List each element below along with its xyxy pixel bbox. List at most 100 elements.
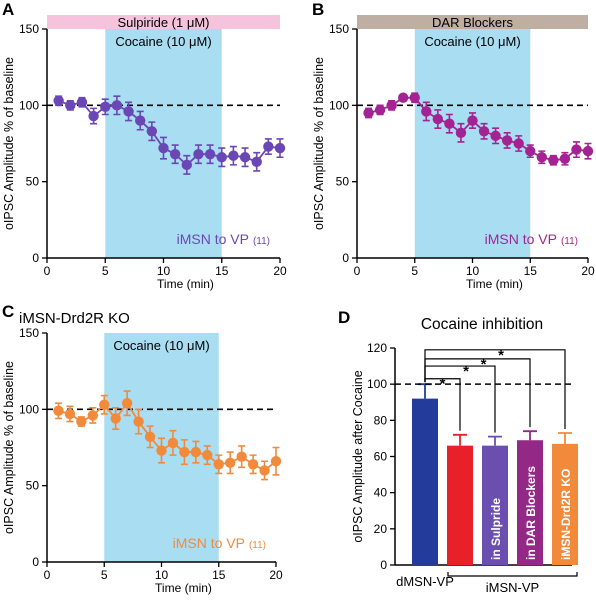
- bar: [412, 398, 438, 565]
- data-point: [181, 159, 192, 171]
- error-bar: [418, 383, 432, 399]
- data-point: [274, 142, 286, 154]
- legend-label: iMSN to VP (11): [173, 535, 266, 551]
- data-point: [374, 104, 386, 116]
- y-tick-label: 0: [32, 555, 39, 569]
- legend-n-text: (11): [249, 540, 266, 551]
- cocaine-label: Cocaine (10 μM): [113, 338, 209, 353]
- y-axis-label: oIPSC Amplitude % of baseline: [2, 57, 16, 230]
- data-point: [225, 457, 236, 468]
- cocaine-label: Cocaine (10 μM): [115, 34, 211, 49]
- y-tick-label: 50: [26, 479, 40, 493]
- x-axis-label: Time (min): [157, 277, 214, 291]
- data-point: [179, 446, 190, 458]
- data-point: [501, 135, 513, 146]
- data-point: [156, 445, 167, 456]
- data-point: [167, 437, 179, 449]
- data-point: [169, 148, 181, 160]
- data-point: [455, 127, 467, 139]
- data-point: [202, 449, 213, 461]
- data-point: [53, 405, 64, 417]
- data-point: [363, 107, 374, 119]
- bar-inner-label: in DAR Blockers: [524, 466, 538, 560]
- data-point: [100, 101, 111, 113]
- data-point: [536, 152, 547, 163]
- data-point: [216, 152, 227, 163]
- x-tick-label: 0: [354, 264, 361, 278]
- data-point: [263, 141, 274, 152]
- error-bar: [523, 430, 537, 441]
- bar: [552, 443, 578, 565]
- panel-c-chart: Cocaine (10 μM) iMSN-Drd2R KO 0 5 10 15 20 0 50 1…: [2, 310, 283, 595]
- data-point: [571, 144, 582, 155]
- data-point: [239, 152, 251, 163]
- data-point: [259, 465, 270, 476]
- data-point: [213, 459, 224, 470]
- data-point: [76, 416, 87, 427]
- treatment-label: Sulpiride (1 μM): [117, 15, 209, 30]
- x-tick-label: 5: [411, 264, 418, 278]
- chart-title: Cocaine inhibition: [421, 316, 543, 333]
- panel-letter-b: B: [312, 0, 324, 19]
- treatment-bar: [47, 15, 280, 29]
- significance-star: *: [481, 356, 487, 373]
- y-tick-label: 100: [19, 98, 39, 112]
- x-tick-label: 0: [44, 568, 51, 582]
- legend-label: iMSN to VP (11): [485, 231, 578, 247]
- x-tick-label: 15: [215, 264, 229, 278]
- y-tick-label: 0: [380, 558, 387, 572]
- bar-inner-label: in Sulpride: [489, 498, 503, 560]
- bar-inner-label: iMSN-Drd2R KO: [559, 469, 573, 560]
- legend-group-text: iMSN to VP: [177, 231, 249, 247]
- x-tick-label: 15: [212, 568, 226, 582]
- y-tick-label: 100: [367, 377, 387, 391]
- x-tick-label: 20: [269, 568, 283, 582]
- data-point: [432, 113, 444, 125]
- data-point: [444, 118, 455, 129]
- x-tick-label: 10: [157, 264, 171, 278]
- data-point: [123, 106, 134, 117]
- legend-group-text: iMSN to VP: [485, 231, 557, 247]
- data-point: [228, 150, 239, 161]
- chart-title: iMSN-Drd2R KO: [19, 310, 130, 327]
- data-point: [135, 115, 146, 126]
- data-point: [490, 130, 501, 142]
- x-tick-label: 15: [524, 264, 538, 278]
- panel-letter-c: C: [2, 302, 14, 321]
- x-tick-label: 10: [155, 568, 169, 582]
- data-point: [146, 126, 158, 137]
- data-point: [236, 451, 247, 462]
- data-point: [513, 138, 524, 149]
- data-point: [548, 155, 559, 166]
- treatment-bar: [357, 15, 588, 29]
- data-point: [270, 456, 282, 467]
- significance-star: *: [498, 347, 504, 364]
- significance-star: *: [440, 376, 446, 393]
- group-bracket-imsn: [447, 572, 578, 577]
- y-tick-label: 100: [19, 402, 39, 416]
- y-tick-label: 0: [32, 251, 39, 265]
- data-point: [64, 408, 76, 420]
- x-axis-label: Time (min): [155, 581, 212, 595]
- data-point: [247, 459, 259, 470]
- x-tick-label: 0: [44, 264, 51, 278]
- data-point: [99, 399, 110, 410]
- group-label-dmsn: dMSN-VP: [396, 574, 454, 589]
- y-tick-label: 0: [342, 251, 349, 265]
- data-point: [582, 145, 594, 157]
- data-point: [467, 115, 478, 126]
- data-point: [525, 145, 536, 157]
- bar: [517, 440, 543, 565]
- legend-n-text: (11): [561, 236, 578, 247]
- significance-star: *: [463, 363, 469, 380]
- y-axis-label: oIPSC Amplitude % of baseline: [2, 361, 16, 534]
- y-tick-label: 40: [374, 486, 388, 500]
- legend-label: iMSN to VP (11): [177, 231, 270, 247]
- data-point: [559, 153, 571, 164]
- data-point: [251, 156, 262, 168]
- legend-group-text: iMSN to VP: [173, 535, 245, 551]
- y-axis-label: oIPSC Amplitude % of baseline: [312, 57, 326, 230]
- y-tick-label: 100: [329, 98, 349, 112]
- data-point: [121, 398, 133, 409]
